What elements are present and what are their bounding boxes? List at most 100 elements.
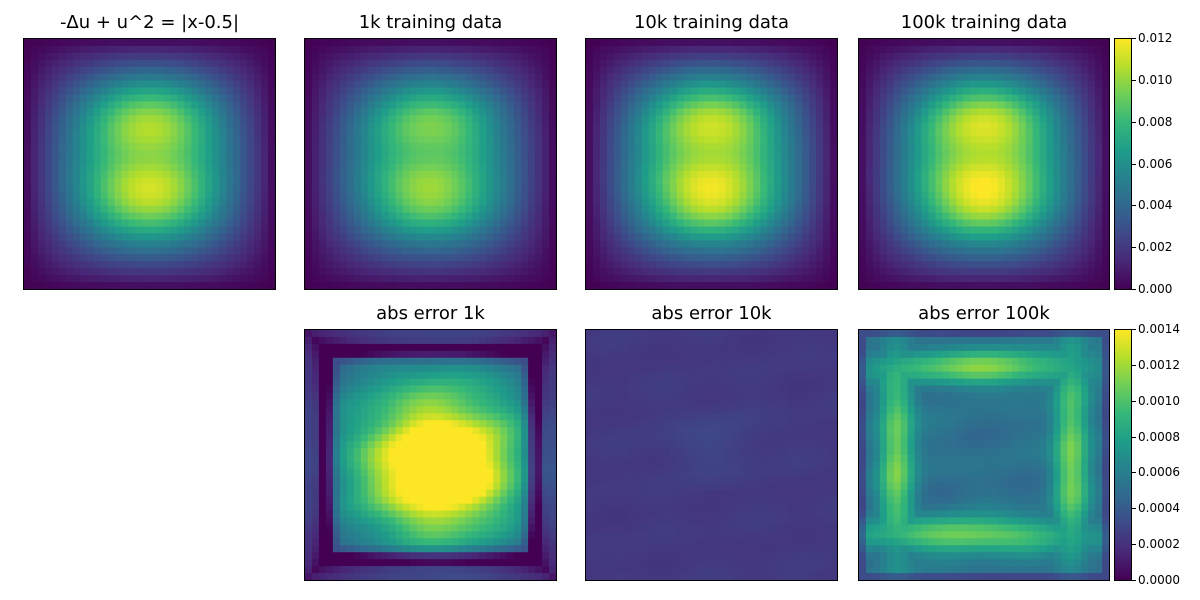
heatmap-cell — [711, 233, 720, 241]
heatmap-cell — [374, 240, 383, 248]
heatmap-cell — [859, 115, 867, 123]
heatmap-cell — [521, 52, 529, 61]
heatmap-cell — [479, 115, 487, 123]
heatmap-cell — [240, 59, 248, 68]
heatmap-cell — [24, 261, 32, 269]
heatmap-cell — [816, 80, 824, 89]
heatmap-cell — [774, 219, 782, 228]
heatmap-cell — [1025, 150, 1034, 158]
heatmap-cell — [135, 268, 144, 276]
heatmap-cell — [1060, 177, 1068, 186]
heatmap-cell — [893, 87, 902, 96]
heatmap-cell — [711, 66, 720, 75]
heatmap-cell — [620, 129, 629, 137]
heatmap-cell — [311, 198, 320, 207]
heatmap-cell — [669, 45, 678, 54]
heatmap-cell — [395, 275, 404, 283]
heatmap-cell — [1074, 219, 1082, 228]
heatmap-cell — [886, 66, 895, 75]
heatmap-cell — [486, 170, 494, 179]
heatmap-cell — [781, 198, 789, 207]
heatmap-cell — [430, 205, 439, 214]
heatmap-cell — [381, 233, 390, 241]
heatmap-cell — [823, 157, 831, 165]
heatmap-cell — [914, 73, 923, 82]
heatmap-cell — [865, 157, 874, 165]
heatmap-cell — [486, 164, 494, 172]
heatmap-cell — [142, 115, 151, 123]
heatmap-cell — [711, 184, 720, 193]
heatmap-cell — [606, 122, 615, 130]
heatmap-cell — [1095, 205, 1103, 214]
heatmap-cell — [367, 45, 376, 54]
heatmap-cell — [156, 261, 165, 269]
heatmap-cell — [198, 39, 206, 47]
heatmap-cell — [655, 184, 664, 193]
heatmap-cell — [1032, 129, 1041, 137]
heatmap-cell — [963, 87, 971, 96]
heatmap-cell — [198, 191, 206, 200]
heatmap-cell — [305, 157, 313, 165]
heatmap-cell — [395, 59, 404, 68]
heatmap-cell — [1011, 66, 1020, 75]
heatmap-cell — [732, 177, 740, 186]
heatmap-cell — [114, 66, 123, 75]
heatmap-cell — [725, 219, 734, 228]
heatmap-cell — [697, 59, 706, 68]
heatmap-cell — [935, 150, 943, 158]
heatmap-cell — [240, 94, 248, 103]
heatmap-cell — [809, 66, 817, 75]
heatmap-cell — [1011, 157, 1020, 165]
heatmap-cell — [128, 52, 137, 61]
heatmap-cell — [388, 157, 397, 165]
heatmap-cell — [65, 143, 74, 151]
heatmap-cell — [753, 233, 761, 241]
heatmap-cell — [725, 184, 734, 193]
heatmap-cell — [990, 45, 999, 54]
heatmap-cell — [465, 143, 473, 151]
heatmap-cell — [907, 170, 916, 179]
heatmap-cell — [240, 254, 248, 262]
heatmap-cell — [774, 275, 782, 283]
heatmap-cell — [240, 212, 248, 221]
heatmap-cell — [254, 191, 262, 200]
heatmap-cell — [30, 150, 39, 158]
heatmap-cell — [1025, 184, 1034, 193]
heatmap-cell — [191, 268, 199, 276]
heatmap-cell — [767, 205, 775, 214]
heatmap-cell — [184, 164, 192, 172]
heatmap-cell — [79, 268, 88, 276]
heatmap-cell — [956, 205, 964, 214]
heatmap-cell — [683, 233, 692, 241]
heatmap-cell — [521, 101, 529, 110]
heatmap-cell — [767, 94, 775, 103]
heatmap-cell — [535, 150, 543, 158]
heatmap-cell — [592, 143, 601, 151]
heatmap-cell — [311, 108, 320, 116]
heatmap-cell — [592, 45, 601, 54]
heatmap-cell — [662, 73, 671, 82]
heatmap-cell — [430, 122, 439, 130]
heatmap-cell — [416, 150, 425, 158]
heatmap-cell — [93, 143, 102, 151]
heatmap-cell — [353, 177, 362, 186]
heatmap-cell — [634, 205, 643, 214]
heatmap-cell — [711, 45, 720, 54]
heatmap-cell — [977, 219, 985, 228]
heatmap-cell — [542, 191, 550, 200]
heatmap-cell — [170, 157, 178, 165]
heatmap-cell — [977, 66, 985, 75]
heatmap-cell — [305, 282, 313, 289]
heatmap-cell — [816, 122, 824, 130]
heatmap-cell — [627, 87, 636, 96]
heatmap-cell — [830, 177, 837, 186]
heatmap-cell — [886, 219, 895, 228]
heatmap-cell — [816, 143, 824, 151]
heatmap-cell — [409, 108, 418, 116]
heatmap-cell — [739, 177, 747, 186]
heatmap-cell — [93, 247, 102, 255]
heatmap-cell — [1018, 177, 1027, 186]
heatmap-cell — [444, 191, 453, 200]
heatmap-cell — [107, 45, 116, 54]
heatmap-cell — [984, 143, 992, 151]
